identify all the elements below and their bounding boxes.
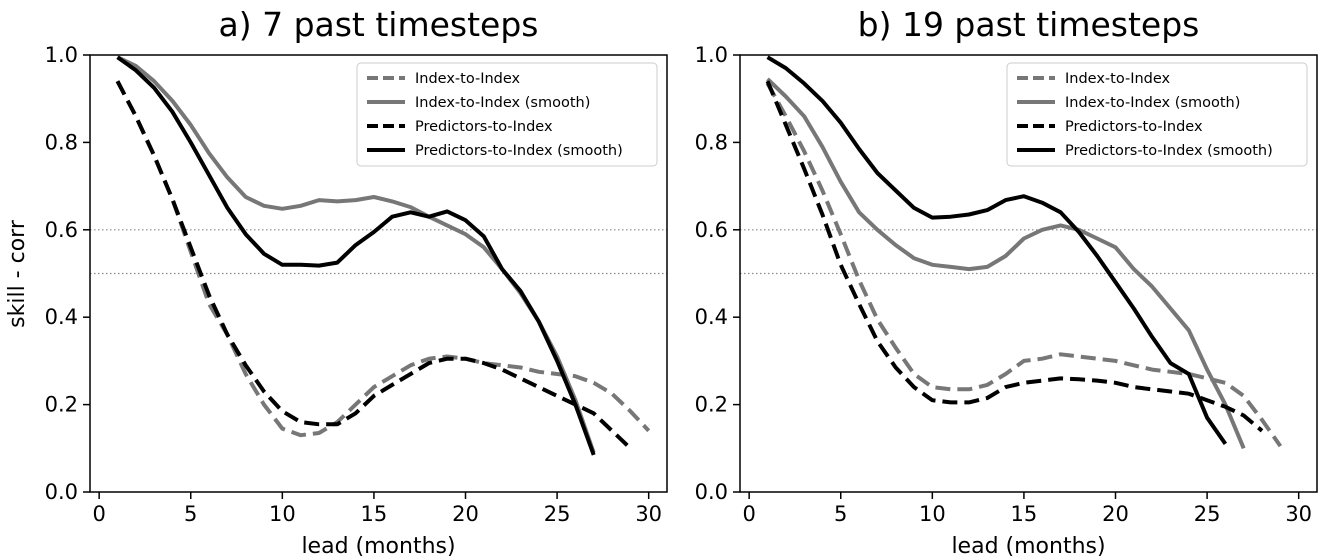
legend-label: Predictors-to-Index <box>415 119 553 135</box>
x-tick-label: 0 <box>742 502 755 526</box>
x-tick-label: 25 <box>1194 502 1221 526</box>
legend-label: Index-to-Index (smooth) <box>1065 95 1240 111</box>
x-tick-label: 20 <box>1102 502 1129 526</box>
legend-label: Index-to-Index <box>1065 71 1171 87</box>
y-tick-label: 0.6 <box>695 218 728 242</box>
legend-label: Predictors-to-Index <box>1065 119 1203 135</box>
x-tick-label: 10 <box>269 502 296 526</box>
y-tick-label: 0.4 <box>695 305 728 329</box>
series-line <box>115 80 651 438</box>
y-tick-label: 1.0 <box>695 43 728 67</box>
x-axis-label: lead (months) <box>951 534 1105 559</box>
y-tick-label: 0.0 <box>45 480 78 504</box>
x-tick-label: 5 <box>184 502 197 526</box>
series-line <box>765 82 1283 448</box>
x-axis-label: lead (months) <box>301 534 455 559</box>
x-tick-label: 30 <box>635 502 662 526</box>
x-tick-label: 10 <box>919 502 946 526</box>
panel-b: b) 19 past timesteps 0 5 10 15 20 25 30 0.0 0.2 0.… <box>695 5 1318 559</box>
y-tick-label: 0.6 <box>45 218 78 242</box>
y-tick-label: 0.8 <box>45 130 78 154</box>
chart-title: a) 7 past timesteps <box>219 5 539 44</box>
series-line <box>765 80 1264 433</box>
y-tick-label: 0.2 <box>45 393 78 417</box>
legend: Index-to-Index Index-to-Index (smooth) Pre… <box>356 62 658 167</box>
legend-label: Index-to-Index (smooth) <box>415 95 590 111</box>
y-axis-label: skill - corr <box>5 219 30 328</box>
series-line <box>766 77 1246 450</box>
series-line <box>116 55 596 456</box>
x-tick-label: 15 <box>1011 502 1038 526</box>
y-tick-label: 0.0 <box>695 480 728 504</box>
series-line <box>766 55 1228 446</box>
panel-a: a) 7 past timesteps 0 5 10 15 20 25 30 0.0 0.2 0.4… <box>45 5 668 559</box>
chart-title: b) 19 past timesteps <box>858 5 1200 44</box>
x-tick-label: 5 <box>834 502 847 526</box>
y-tick-label: 0.2 <box>695 393 728 417</box>
x-tick-label: 25 <box>544 502 571 526</box>
y-tick-label: 0.8 <box>695 130 728 154</box>
legend-label: Index-to-Index <box>415 71 521 87</box>
x-tick-label: 30 <box>1285 502 1312 526</box>
x-tick-label: 20 <box>452 502 479 526</box>
axes-frame <box>89 54 668 493</box>
legend-box <box>356 62 658 167</box>
y-tick-label: 0.4 <box>45 305 78 329</box>
legend-label: Predictors-to-Index (smooth) <box>1065 143 1273 159</box>
legend: Index-to-Index Index-to-Index (smooth) Pre… <box>1006 62 1308 167</box>
x-tick-label: 15 <box>361 502 388 526</box>
legend-label: Predictors-to-Index (smooth) <box>415 143 623 159</box>
legend-box <box>1006 62 1308 167</box>
x-tick-label: 0 <box>92 502 105 526</box>
series-line <box>115 80 632 450</box>
axes-frame <box>739 54 1318 493</box>
y-tick-label: 1.0 <box>45 43 78 67</box>
